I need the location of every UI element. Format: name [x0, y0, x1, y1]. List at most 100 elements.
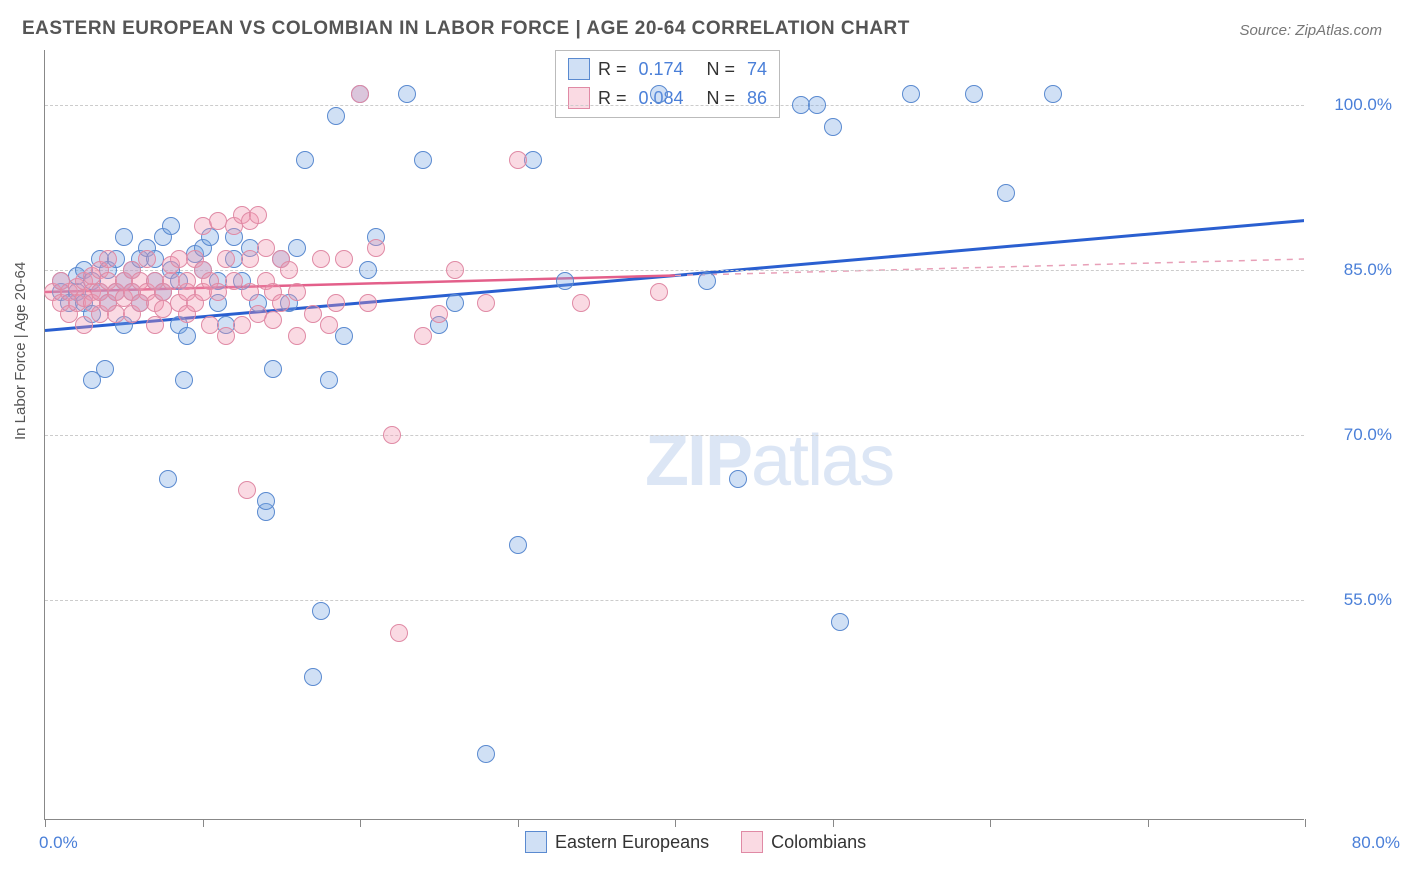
point-eastern-european	[398, 85, 416, 103]
series-label-0: Eastern Europeans	[555, 832, 709, 853]
point-colombian	[572, 294, 590, 312]
point-eastern-european	[175, 371, 193, 389]
x-tick	[833, 819, 834, 827]
point-eastern-european	[650, 85, 668, 103]
point-colombian	[446, 261, 464, 279]
r-label-0: R =	[598, 55, 627, 84]
point-eastern-european	[115, 228, 133, 246]
point-eastern-european	[698, 272, 716, 290]
point-eastern-european	[288, 239, 306, 257]
chart-container: EASTERN EUROPEAN VS COLOMBIAN IN LABOR F…	[0, 0, 1406, 892]
point-colombian	[217, 250, 235, 268]
point-eastern-european	[509, 536, 527, 554]
point-eastern-european	[257, 492, 275, 510]
watermark: ZIPatlas	[645, 420, 893, 502]
point-colombian	[272, 294, 290, 312]
point-eastern-european	[296, 151, 314, 169]
point-eastern-european	[902, 85, 920, 103]
point-colombian	[383, 426, 401, 444]
trend-line	[675, 259, 1304, 276]
y-tick-label: 55.0%	[1312, 590, 1392, 610]
point-colombian	[312, 250, 330, 268]
gridline-h	[45, 105, 1304, 106]
point-eastern-european	[556, 272, 574, 290]
source-label: Source: ZipAtlas.com	[1239, 22, 1382, 39]
r-label-1: R =	[598, 84, 627, 113]
point-colombian	[238, 481, 256, 499]
point-eastern-european	[997, 184, 1015, 202]
point-eastern-european	[178, 327, 196, 345]
point-colombian	[233, 316, 251, 334]
point-colombian	[225, 272, 243, 290]
point-eastern-european	[965, 85, 983, 103]
point-colombian	[288, 327, 306, 345]
point-eastern-european	[359, 261, 377, 279]
point-colombian	[241, 250, 259, 268]
y-axis-label: In Labor Force | Age 20-64	[12, 262, 29, 440]
point-colombian	[327, 294, 345, 312]
x-tick	[1148, 819, 1149, 827]
point-eastern-european	[1044, 85, 1062, 103]
plot-area: ZIPatlas R = 0.174 N = 74 R = 0.084 N = …	[44, 50, 1304, 820]
point-eastern-european	[831, 613, 849, 631]
series-swatch-1	[741, 831, 763, 853]
point-colombian	[351, 85, 369, 103]
point-eastern-european	[335, 327, 353, 345]
point-eastern-european	[729, 470, 747, 488]
point-colombian	[650, 283, 668, 301]
series-legend: Eastern Europeans Colombians	[525, 831, 866, 853]
x-tick	[675, 819, 676, 827]
x-tick	[990, 819, 991, 827]
point-eastern-european	[320, 371, 338, 389]
y-tick-label: 100.0%	[1312, 95, 1392, 115]
y-tick-label: 85.0%	[1312, 260, 1392, 280]
point-eastern-european	[162, 217, 180, 235]
point-colombian	[146, 316, 164, 334]
point-colombian	[320, 316, 338, 334]
point-eastern-european	[477, 745, 495, 763]
x-tick	[203, 819, 204, 827]
r-value-0: 0.174	[639, 55, 699, 84]
point-colombian	[280, 261, 298, 279]
point-colombian	[414, 327, 432, 345]
x-tick	[518, 819, 519, 827]
gridline-h	[45, 270, 1304, 271]
point-colombian	[477, 294, 495, 312]
gridline-h	[45, 600, 1304, 601]
point-eastern-european	[824, 118, 842, 136]
point-colombian	[209, 283, 227, 301]
point-eastern-european	[264, 360, 282, 378]
n-label-0: N =	[707, 55, 736, 84]
n-label-1: N =	[707, 84, 736, 113]
x-tick	[45, 819, 46, 827]
r-value-1: 0.084	[639, 84, 699, 113]
point-eastern-european	[304, 668, 322, 686]
point-colombian	[430, 305, 448, 323]
point-colombian	[201, 316, 219, 334]
stats-legend-row-0: R = 0.174 N = 74	[568, 55, 767, 84]
point-eastern-european	[414, 151, 432, 169]
legend-swatch-0	[568, 58, 590, 80]
series-legend-item-0: Eastern Europeans	[525, 831, 709, 853]
series-legend-item-1: Colombians	[741, 831, 866, 853]
stats-legend: R = 0.174 N = 74 R = 0.084 N = 86	[555, 50, 780, 118]
point-colombian	[241, 283, 259, 301]
x-tick	[360, 819, 361, 827]
point-colombian	[390, 624, 408, 642]
x-max-label: 80.0%	[1352, 833, 1400, 853]
n-value-1: 86	[747, 84, 767, 113]
point-eastern-european	[312, 602, 330, 620]
gridline-h	[45, 435, 1304, 436]
point-eastern-european	[96, 360, 114, 378]
series-label-1: Colombians	[771, 832, 866, 853]
point-eastern-european	[327, 107, 345, 125]
x-min-label: 0.0%	[39, 833, 78, 853]
point-colombian	[304, 305, 322, 323]
y-tick-label: 70.0%	[1312, 425, 1392, 445]
point-colombian	[249, 206, 267, 224]
point-colombian	[257, 239, 275, 257]
point-colombian	[264, 311, 282, 329]
point-eastern-european	[446, 294, 464, 312]
point-colombian	[335, 250, 353, 268]
point-colombian	[288, 283, 306, 301]
